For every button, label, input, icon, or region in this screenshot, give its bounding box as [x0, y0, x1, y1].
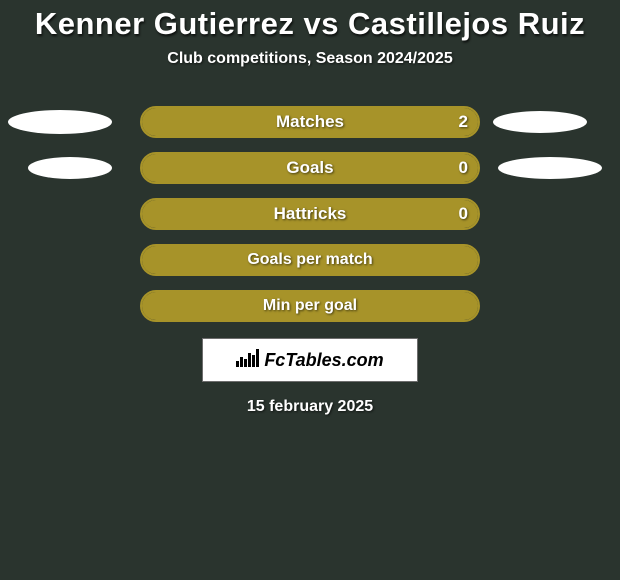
bar-fill	[142, 200, 478, 228]
subtitle: Club competitions, Season 2024/2025	[0, 50, 620, 68]
page-title: Kenner Gutierrez vs Castillejos Ruiz	[0, 0, 620, 42]
left-ellipse	[8, 110, 112, 134]
stat-row: Goals0	[0, 152, 620, 184]
bar-track	[140, 244, 480, 276]
logo-box: FcTables.com	[202, 338, 418, 382]
date-text: 15 february 2025	[0, 398, 620, 416]
right-ellipse	[493, 111, 587, 133]
right-ellipse	[498, 157, 602, 179]
stat-row: Goals per match	[0, 244, 620, 276]
logo-text: FcTables.com	[264, 350, 383, 371]
page-root: Kenner Gutierrez vs Castillejos Ruiz Clu…	[0, 0, 620, 580]
stat-row: Min per goal	[0, 290, 620, 322]
bar-track	[140, 198, 480, 230]
bar-fill	[142, 246, 478, 274]
stats-container: Matches2 Goals0 Hattricks0 Goals per match M…	[0, 106, 620, 322]
stat-row: Hattricks0	[0, 198, 620, 230]
bar-track	[140, 152, 480, 184]
left-ellipse	[28, 157, 112, 179]
bar-fill	[142, 292, 478, 320]
bars-icon	[236, 349, 260, 372]
stat-row: Matches2	[0, 106, 620, 138]
bar-fill	[142, 108, 478, 136]
bar-track	[140, 106, 480, 138]
bar-fill	[142, 154, 478, 182]
bar-track	[140, 290, 480, 322]
